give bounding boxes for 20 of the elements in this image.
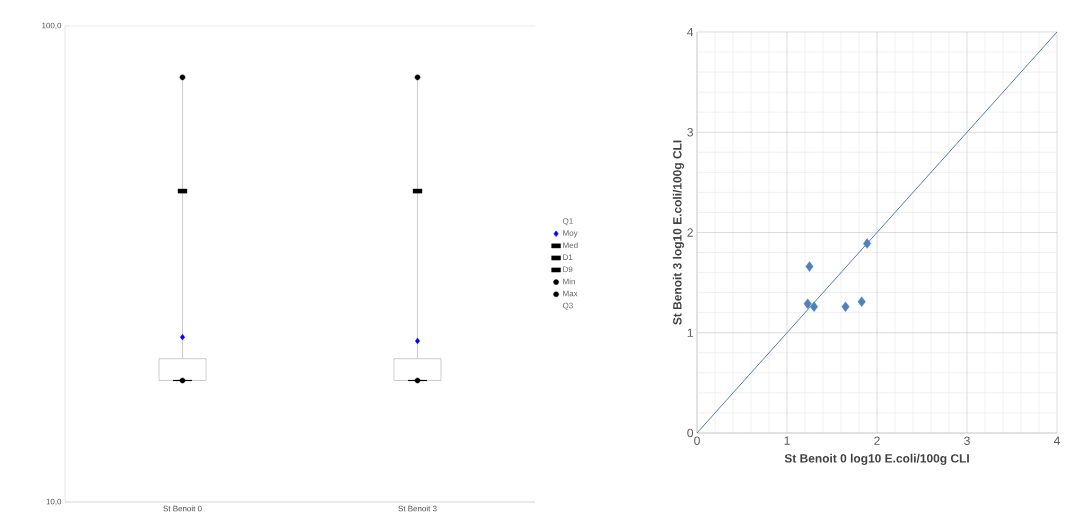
point — [179, 74, 186, 81]
y-tick-label: 4 — [687, 27, 694, 37]
y-axis-title: St Benoit 3 log10 E.coli/100g CLI — [672, 140, 684, 325]
point — [803, 298, 812, 309]
x-tick-label: 3 — [964, 436, 970, 445]
x-tick-label: 4 — [1053, 436, 1060, 445]
x-axis-title: St Benoit 0 log10 E.coli/100g CLI — [784, 453, 969, 466]
point — [863, 238, 872, 249]
x-tick-label: 2 — [874, 436, 880, 445]
y-tick-label: 2 — [687, 228, 693, 237]
point — [857, 296, 866, 307]
point — [414, 74, 421, 81]
y-tick-label: 0 — [687, 428, 694, 438]
y-tick-label: 3 — [687, 128, 693, 137]
y-tick-label: 1 — [687, 328, 693, 337]
point — [841, 301, 850, 312]
point — [810, 301, 818, 312]
point — [805, 261, 814, 272]
x-tick-label: 0 — [694, 436, 700, 445]
x-tick-label: 1 — [784, 436, 790, 445]
